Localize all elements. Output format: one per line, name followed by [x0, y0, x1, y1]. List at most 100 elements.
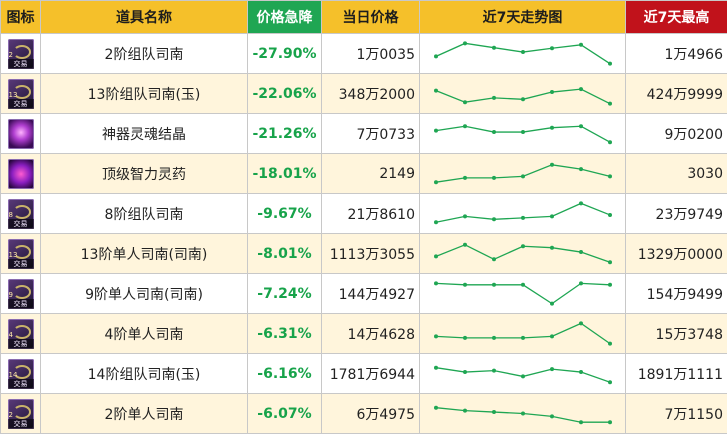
table-row[interactable]: 4 交易 4阶单人司南 -6.31% 14万4628 15万3748 [0, 313, 727, 354]
table-row[interactable]: 13 交易 13阶组队司南(玉) -22.06% 348万2000 424万9999 [0, 73, 727, 114]
icon-trade-tag: 交易 [7, 338, 34, 349]
trend-point [608, 420, 612, 425]
trend-sparkline-cell[interactable] [419, 393, 626, 434]
header-today[interactable]: 当日价格 [321, 0, 420, 34]
icon-trade-tag: 交易 [7, 258, 34, 269]
purple-item-icon[interactable]: 13 交易 [7, 238, 34, 269]
trend-point [521, 374, 525, 379]
trend-point [434, 334, 438, 339]
icon-cell: 2 交易 [0, 393, 41, 434]
today-price: 14万4628 [321, 313, 420, 354]
table-row[interactable]: 神器灵魂结晶 -21.26% 7万0733 9万0200 [0, 113, 727, 154]
icon-cell: 13 交易 [0, 233, 41, 274]
trend-sparkline-cell[interactable] [419, 233, 626, 274]
trend-point [550, 125, 554, 130]
trend-sparkline-cell[interactable] [419, 73, 626, 114]
soul-crystal-icon[interactable] [7, 118, 34, 149]
trend-point [434, 128, 438, 133]
trend-sparkline-cell[interactable] [419, 353, 626, 394]
table-row[interactable]: 14 交易 14阶组队司南(玉) -6.16% 1781万6944 1891万1111 [0, 353, 727, 394]
item-name[interactable]: 14阶组队司南(玉) [40, 353, 248, 394]
trend-point [492, 410, 496, 415]
trend-line [435, 164, 611, 183]
item-name[interactable]: 13阶单人司南(司南) [40, 233, 248, 274]
icon-cell: 9 交易 [0, 273, 41, 314]
icon-cell: 13 交易 [0, 73, 41, 114]
table-row[interactable]: 9 交易 9阶单人司南(司南) -7.24% 144万4927 154万9499 [0, 273, 727, 314]
trend-point [550, 245, 554, 250]
trend-sparkline-cell[interactable] [419, 273, 626, 314]
table-row[interactable]: 2 交易 2阶单人司南 -6.07% 6万4975 7万1150 [0, 393, 727, 434]
purple-item-icon[interactable]: 13 交易 [7, 78, 34, 109]
purple-item-icon[interactable]: 14 交易 [7, 358, 34, 389]
trend-point [434, 54, 438, 59]
trend-point [608, 174, 612, 179]
trend-sparkline [434, 124, 612, 145]
item-name[interactable]: 8阶组队司南 [40, 193, 248, 234]
today-price: 21万8610 [321, 193, 420, 234]
trend-point [521, 411, 525, 416]
item-name[interactable]: 13阶组队司南(玉) [40, 73, 248, 114]
icon-cell [0, 153, 41, 194]
header-trend: 近7天走势图 [419, 0, 626, 34]
purple-item-icon[interactable]: 9 交易 [7, 278, 34, 309]
item-name[interactable]: 顶级智力灵药 [40, 153, 248, 194]
trend-point [463, 335, 467, 340]
trend-point [492, 335, 496, 340]
compass-ring-shape [12, 244, 31, 259]
max-7day-price: 3030 [625, 153, 727, 194]
max-7day-price: 9万0200 [625, 113, 727, 154]
trend-sparkline-cell[interactable] [419, 33, 626, 74]
purple-item-icon[interactable]: 2 交易 [7, 398, 34, 429]
item-name[interactable]: 2阶单人司南 [40, 393, 248, 434]
trend-point [579, 124, 583, 129]
icon-cell: 14 交易 [0, 353, 41, 394]
table-row[interactable]: 8 交易 8阶组队司南 -9.67% 21万8610 23万9749 [0, 193, 727, 234]
trend-sparkline-cell[interactable] [419, 113, 626, 154]
table-row[interactable]: 13 交易 13阶单人司南(司南) -8.01% 1113万3055 1329万0000 [0, 233, 727, 274]
elixir-icon[interactable] [7, 158, 34, 189]
trend-sparkline [434, 281, 612, 306]
header-drop[interactable]: 价格急降 [247, 0, 322, 34]
icon-tier-number: 2 [8, 410, 13, 419]
compass-ring-shape [12, 84, 31, 99]
trend-sparkline-cell[interactable] [419, 313, 626, 354]
item-name[interactable]: 神器灵魂结晶 [40, 113, 248, 154]
compass-ring-shape [12, 284, 31, 299]
trend-sparkline-cell[interactable] [419, 153, 626, 194]
trend-point [579, 42, 583, 47]
trend-sparkline [434, 405, 612, 425]
table-row[interactable]: 2 交易 2阶组队司南 -27.90% 1万0035 1万4966 [0, 33, 727, 74]
table-row[interactable]: 顶级智力灵药 -18.01% 2149 3030 [0, 153, 727, 194]
today-price: 348万2000 [321, 73, 420, 114]
icon-cell: 4 交易 [0, 313, 41, 354]
purple-item-icon[interactable]: 8 交易 [7, 198, 34, 229]
icon-tier-number: 9 [8, 290, 13, 299]
trend-point [434, 180, 438, 185]
max-7day-price: 7万1150 [625, 393, 727, 434]
trend-point [550, 90, 554, 95]
item-name[interactable]: 2阶组队司南 [40, 33, 248, 74]
trend-sparkline [434, 87, 612, 106]
max-7day-price: 23万9749 [625, 193, 727, 234]
trend-point [434, 254, 438, 259]
purple-item-icon[interactable]: 2 交易 [7, 38, 34, 69]
purple-item-icon[interactable]: 4 交易 [7, 318, 34, 349]
trend-point [463, 124, 467, 129]
trend-sparkline-cell[interactable] [419, 193, 626, 234]
icon-cell [0, 113, 41, 154]
icon-trade-tag: 交易 [7, 58, 34, 69]
trend-point [463, 282, 467, 287]
item-name[interactable]: 4阶单人司南 [40, 313, 248, 354]
icon-cell: 8 交易 [0, 193, 41, 234]
item-name[interactable]: 9阶单人司南(司南) [40, 273, 248, 314]
icon-cell: 2 交易 [0, 33, 41, 74]
header-max7[interactable]: 近7天最高 [625, 0, 727, 34]
trend-point [434, 281, 438, 286]
trend-point [463, 242, 467, 247]
price-drop-value: -6.31% [247, 313, 322, 354]
trend-point [434, 220, 438, 225]
trend-point [579, 370, 583, 375]
trend-point [579, 281, 583, 286]
trend-point [521, 130, 525, 135]
